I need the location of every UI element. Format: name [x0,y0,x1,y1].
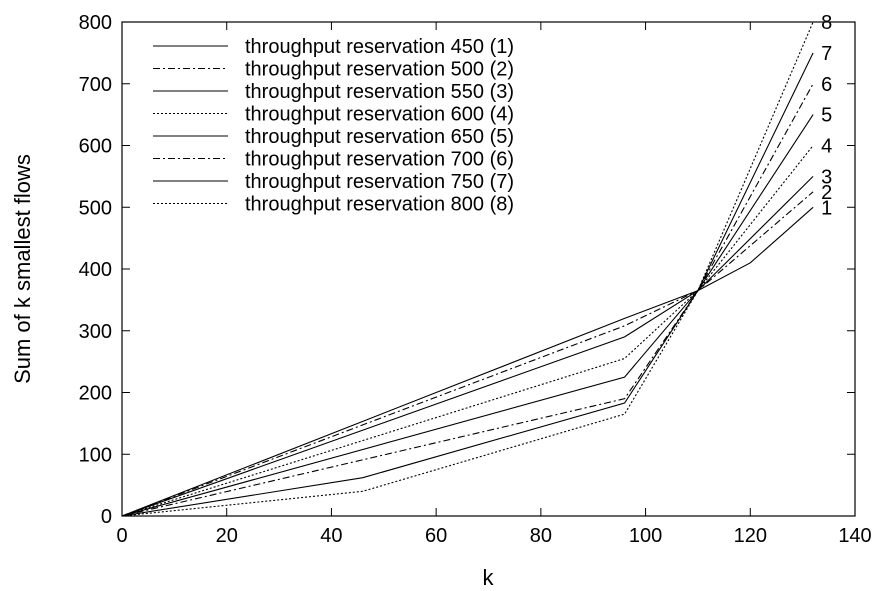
x-tick-label: 40 [320,525,342,547]
y-axis-title: Sum of k smallest flows [10,154,35,384]
series-line-6 [121,83,814,517]
legend-label-3: throughput reservation 550 (3) [245,81,514,103]
y-tick-label: 500 [79,197,112,219]
legend-label-1: throughput reservation 450 (1) [245,36,514,58]
y-tick-label: 800 [79,12,112,34]
series-end-label-5: 5 [821,105,832,127]
legend: throughput reservation 450 (1)throughput… [153,36,514,216]
series-line-3 [121,176,814,517]
y-tick-label: 100 [79,444,112,466]
y-tick-label: 0 [101,506,112,528]
series-end-label-3: 3 [821,166,832,188]
y-tick-label: 700 [79,74,112,96]
x-axis-title: k [483,565,495,590]
series-end-labels: 123 4 5 6 7 8 [821,12,832,219]
x-tick-label: 0 [116,525,127,547]
x-tick-label: 80 [530,525,552,547]
y-tick-label: 300 [79,321,112,343]
legend-label-6: throughput reservation 700 (6) [245,149,514,171]
legend-label-2: throughput reservation 500 (2) [245,59,514,81]
x-tick-label: 60 [425,525,447,547]
axis-ticks: 0 20 40 60 80 100 120 140 0 100 200 300 400 500 600 700… [79,12,872,547]
series-line-1 [121,206,814,517]
series-end-label-2: 2 [821,182,832,204]
series-end-label-4: 4 [821,136,832,158]
series-line-5 [121,114,814,517]
series-line-4 [121,145,814,517]
series-end-label-1: 1 [821,197,832,219]
legend-label-8: throughput reservation 800 (8) [245,194,514,216]
series-line-7 [121,52,814,517]
legend-label-5: throughput reservation 650 (5) [245,126,514,148]
legend-label-7: throughput reservation 750 (7) [245,171,514,193]
y-tick-label: 200 [79,383,112,405]
series-lines [121,21,814,517]
x-tick-label: 120 [734,525,767,547]
series-end-label-8: 8 [821,12,832,34]
x-tick-label: 20 [216,525,238,547]
y-tick-label: 600 [79,136,112,158]
series-line-8 [121,21,814,517]
x-tick-label: 100 [629,525,662,547]
series-line-2 [121,191,814,517]
y-tick-label: 400 [79,259,112,281]
legend-label-4: throughput reservation 600 (4) [245,104,514,126]
x-tick-label: 140 [838,525,871,547]
series-end-label-7: 7 [821,43,832,65]
series-end-label-6: 6 [821,74,832,96]
